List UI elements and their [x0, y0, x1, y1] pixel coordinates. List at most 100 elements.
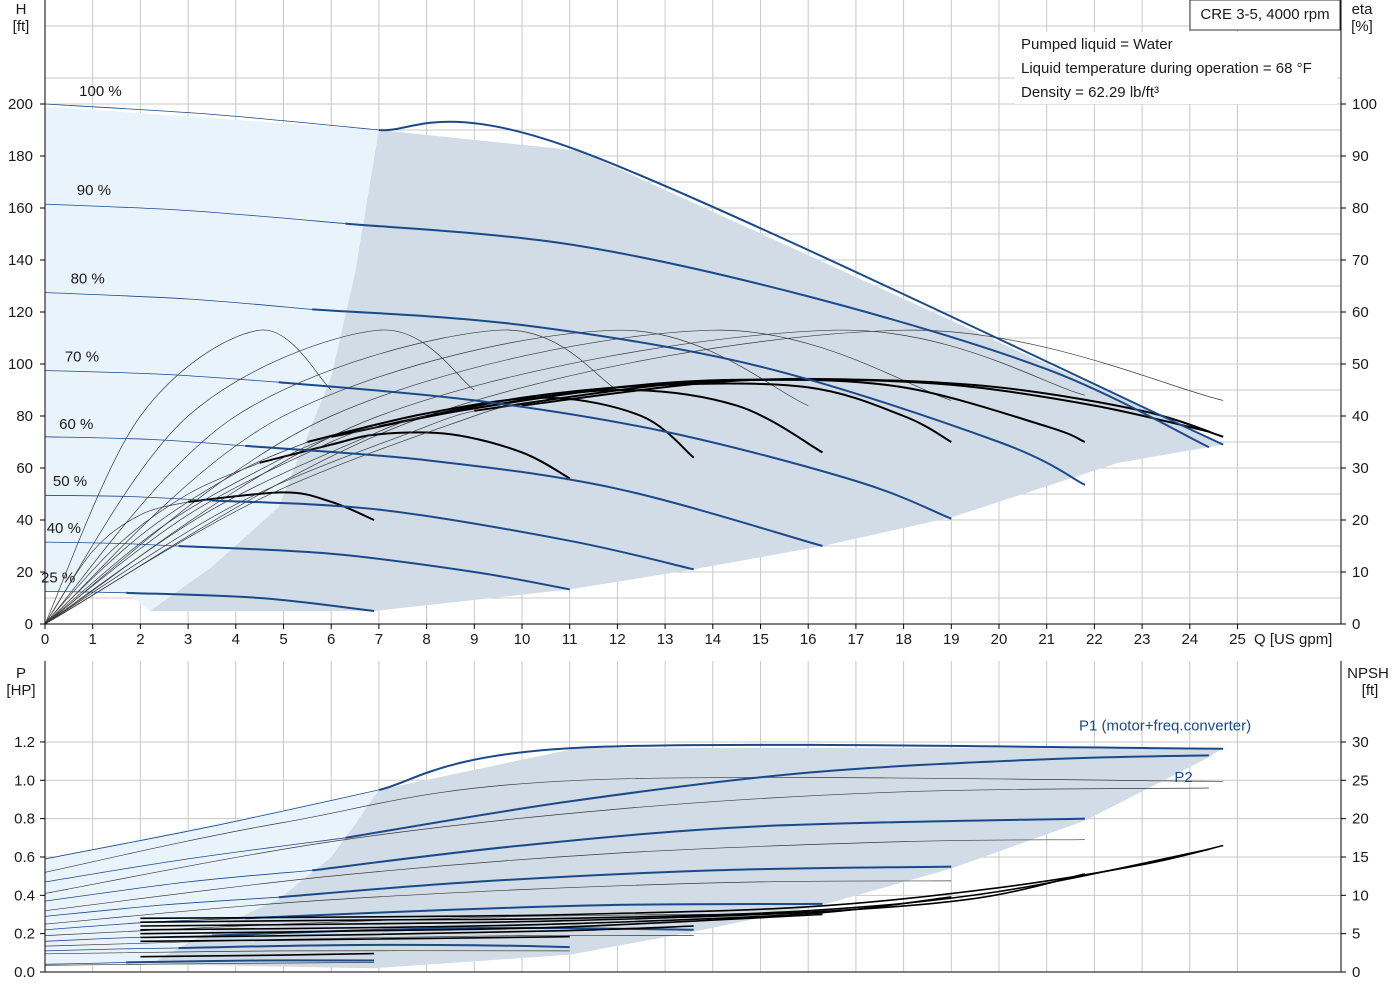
p1-curve	[278, 865, 952, 899]
y-tick-label-right: 90	[1352, 148, 1369, 165]
speed-label: 40 %	[47, 520, 81, 537]
p1-curve-thin	[44, 896, 279, 917]
efficiency-thin-curve	[44, 329, 1224, 625]
y-tick-label-right: 30	[1352, 460, 1369, 477]
head-tick-labels: 0 1 2 3 4 5 6 7 8 9 10 11 12 13 14 15 16 17 18 19 20 21 22 23 24…	[8, 96, 1377, 648]
head-curve	[378, 120, 1224, 446]
head-curve-thin	[44, 103, 379, 131]
head-annotations: H [ft] eta [%] CRE 3-5, 4000 rpm Pumped …	[13, 0, 1373, 648]
npsh-curve	[140, 935, 570, 943]
y-tick-label-left: 160	[8, 200, 33, 217]
efficiency-curve-thin	[44, 441, 308, 625]
p2-curve	[44, 787, 1209, 894]
y-tick-label-right: 40	[1352, 408, 1369, 425]
head-curve	[245, 444, 823, 547]
efficiency-thin-curve	[44, 329, 332, 625]
x-tick-label: 17	[848, 631, 865, 648]
y-tick-label-left: 200	[8, 96, 33, 113]
title-box	[1189, 0, 1341, 31]
p2-curve	[44, 950, 570, 955]
npsh-curve	[140, 952, 375, 958]
power-npsh-panel: P1 (motor+freq.converter) P2 0.0 0.2 0.4 0.6…	[6, 661, 1389, 981]
y-tick-label-right: 25	[1352, 772, 1369, 789]
npsh-curve	[140, 848, 1210, 923]
p1-curve	[126, 959, 375, 964]
y-tick-label-left: 0.4	[14, 887, 35, 904]
y-tick-label-left: 80	[16, 408, 33, 425]
p1-curve-thin	[44, 789, 379, 860]
head-curve-thin	[44, 494, 213, 501]
x-tick-label: 1	[89, 631, 97, 648]
y-axis-label-left-name: H	[16, 1, 27, 18]
x-tick-label: 2	[136, 631, 144, 648]
y-tick-label-right: 15	[1352, 849, 1369, 866]
x-tick-label: 15	[752, 631, 769, 648]
y-tick-label-right: 70	[1352, 252, 1369, 269]
x-tick-label: 8	[422, 631, 430, 648]
head-curves: 100 % 90 % 80 % 70 % 60 % 50 % 40 % 25 %	[41, 83, 1224, 625]
y-tick-label-left: 180	[8, 148, 33, 165]
x-tick-label: 9	[470, 631, 478, 648]
head-curve	[126, 591, 375, 612]
outer-band-area	[45, 789, 379, 967]
p1-curve	[178, 943, 570, 949]
y-tick-label-right: 80	[1352, 200, 1369, 217]
operating-area	[149, 130, 1224, 611]
y-tick-label-left: 140	[8, 252, 33, 269]
npsh-axis-label-name: NPSH	[1347, 665, 1389, 682]
p2-curve	[44, 934, 694, 947]
efficiency-thin-curve	[44, 329, 618, 625]
efficiency-curve-thin	[44, 410, 475, 625]
y-tick-label-right: 30	[1352, 734, 1369, 751]
npsh-curve	[140, 913, 823, 935]
x-tick-label: 16	[800, 631, 817, 648]
efficiency-thin-curve	[44, 329, 809, 625]
p-axis-label-unit: [HP]	[6, 682, 35, 699]
y-tick-label-right: 20	[1352, 811, 1369, 828]
p-axis-label-name: P	[16, 665, 26, 682]
head-curve-thin	[44, 292, 313, 310]
efficiency-curve-thin	[44, 426, 380, 625]
y-tick-label-left: 1.0	[14, 772, 35, 789]
speed-label: 90 %	[77, 182, 111, 199]
x-tick-label: 23	[1134, 631, 1151, 648]
p2-curve	[44, 962, 375, 966]
chart-title: CRE 3-5, 4000 rpm	[1200, 6, 1329, 23]
head-curve	[312, 308, 1086, 486]
p2-curve	[44, 839, 1085, 912]
x-tick-label: 12	[609, 631, 626, 648]
efficiency-curve-thin	[44, 415, 427, 625]
y-tick-label-right: 0	[1352, 964, 1360, 981]
x-tick-label: 25	[1229, 631, 1246, 648]
y-axis-label-right-unit: [%]	[1351, 18, 1373, 35]
x-axis-label: Q [US gpm]	[1254, 631, 1332, 648]
x-tick-label: 20	[991, 631, 1008, 648]
x-tick-label: 18	[895, 631, 912, 648]
npsh-curve	[140, 873, 1086, 927]
head-curve-thin	[44, 541, 179, 547]
speed-label: 25 %	[41, 569, 75, 586]
efficiency-curve-thin	[44, 436, 332, 625]
speed-label: 80 %	[71, 270, 105, 287]
x-tick-label: 0	[41, 631, 49, 648]
x-tick-label: 5	[279, 631, 287, 648]
head-curve	[211, 499, 694, 571]
info-density: Density = 62.29 lb/ft³	[1021, 84, 1159, 101]
p1-curve	[345, 754, 1209, 839]
y-tick-label-left: 120	[8, 304, 33, 321]
x-tick-label: 7	[375, 631, 383, 648]
info-liquid-temperature: Liquid temperature during operation = 68…	[1021, 60, 1312, 77]
y-tick-label-left: 0.0	[14, 964, 35, 981]
x-tick-label: 10	[514, 631, 531, 648]
y-tick-label-left: 0.2	[14, 926, 35, 943]
p2-curve	[44, 880, 952, 925]
power-operating-area	[45, 747, 1224, 969]
x-tick-label: 22	[1086, 631, 1103, 648]
power-frame	[40, 661, 1346, 973]
efficiency-curve	[187, 491, 375, 521]
power-annotations: P [HP] NPSH [ft]	[6, 665, 1388, 699]
y-tick-label-right: 10	[1352, 564, 1369, 581]
npsh-axis-label-unit: [ft]	[1362, 682, 1379, 699]
npsh-curve	[140, 896, 952, 931]
